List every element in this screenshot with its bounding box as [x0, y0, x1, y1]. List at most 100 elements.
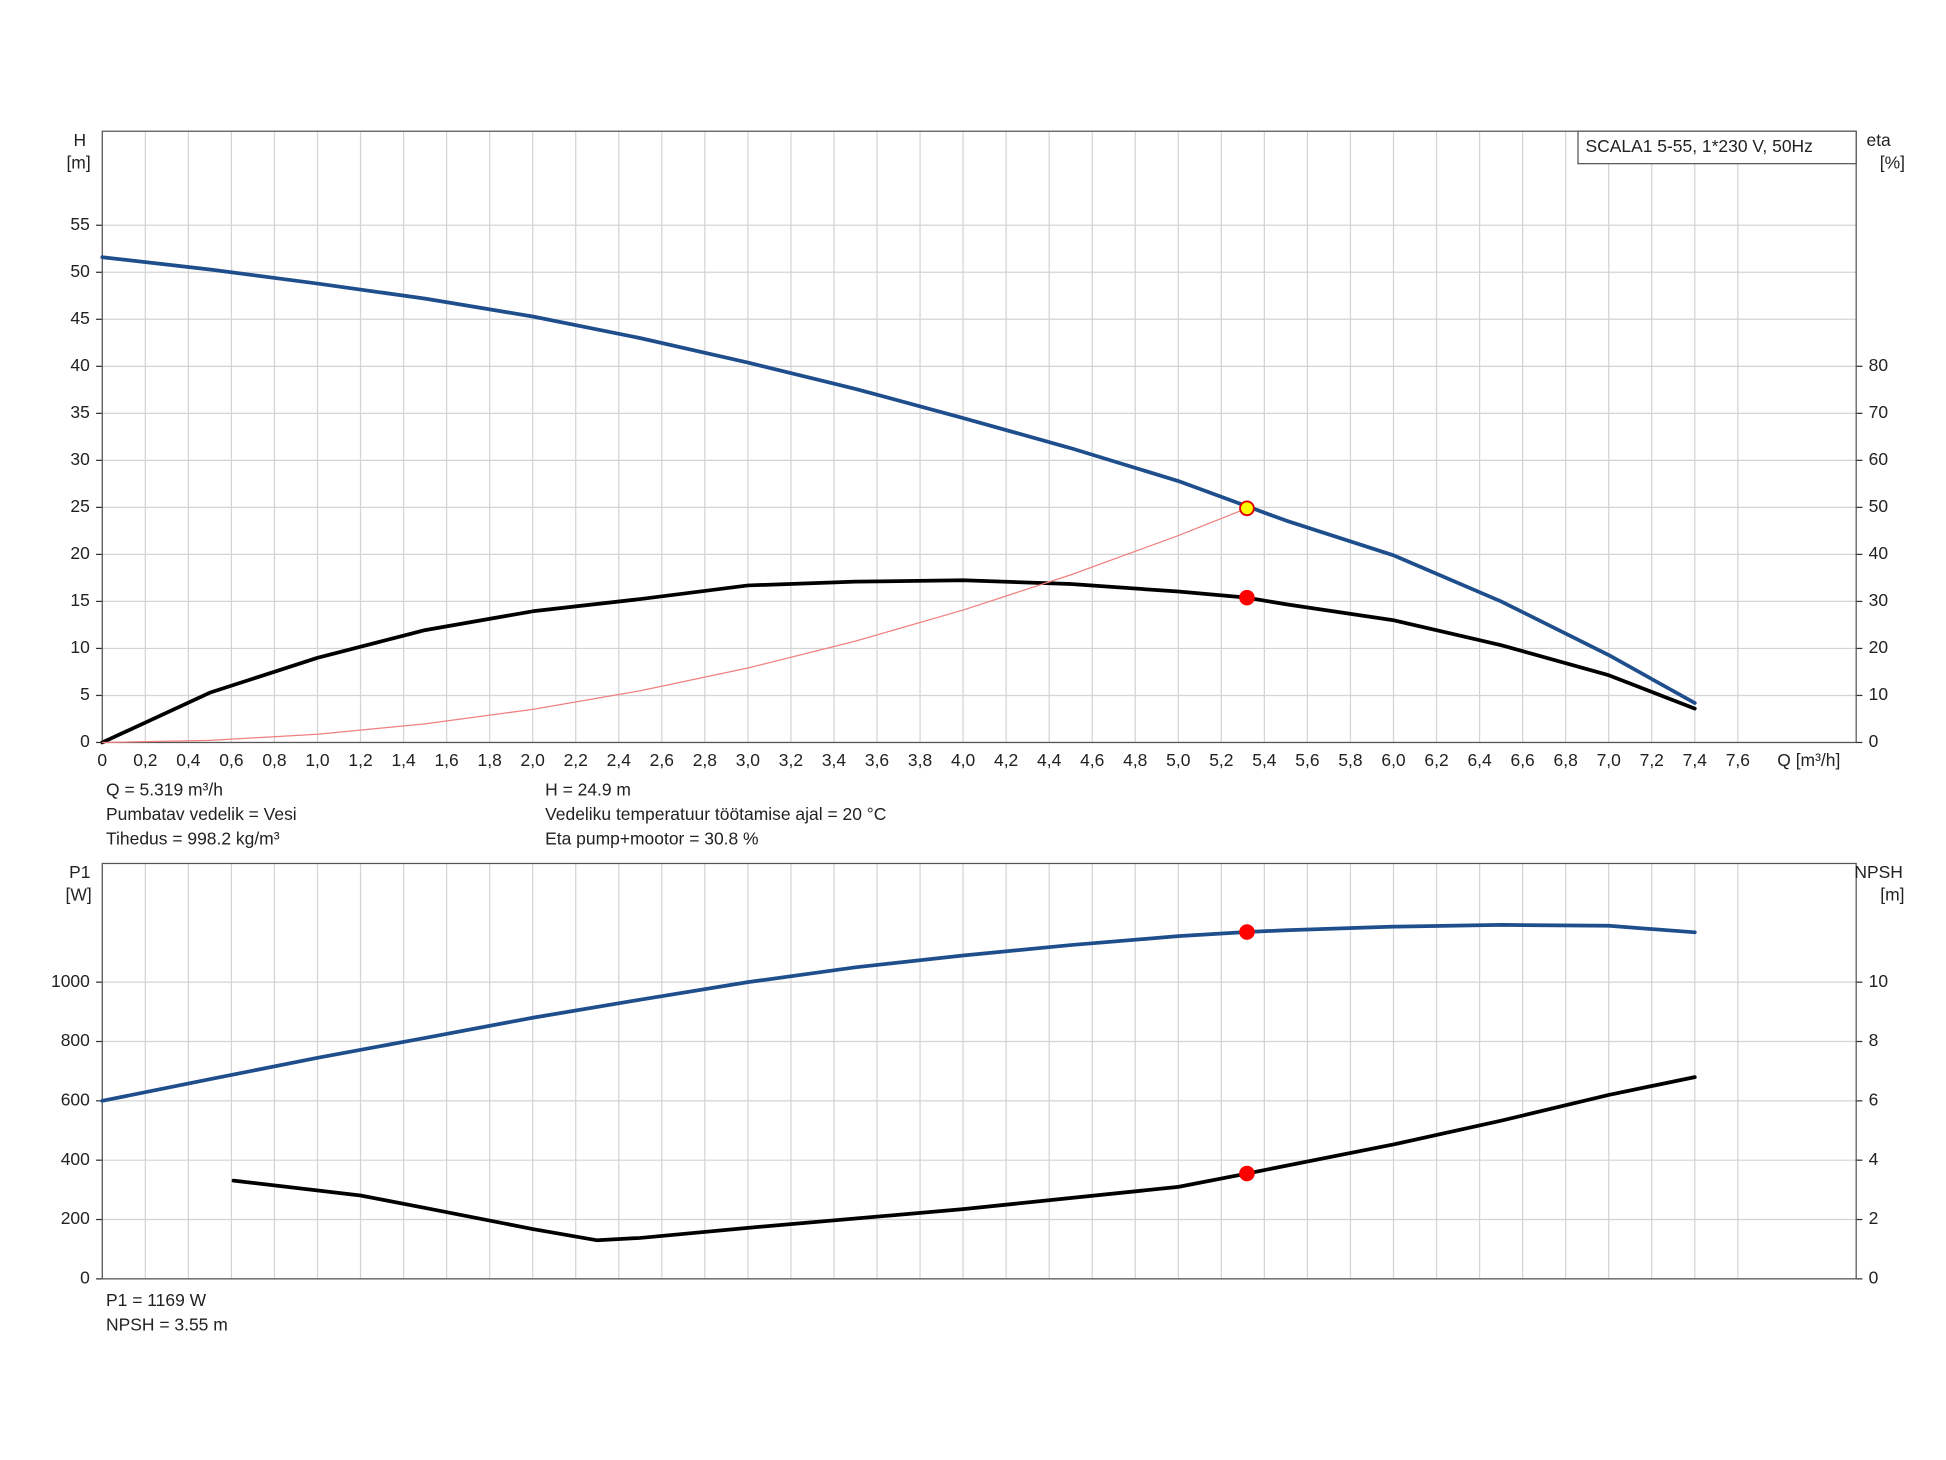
y2-tick-label: 0 [1869, 1267, 1879, 1287]
x-tick-label: 2,8 [693, 750, 717, 770]
x-tick-label: 1,0 [305, 750, 330, 770]
info-text: Vedeliku temperatuur töötamise ajal = 20… [545, 804, 886, 824]
x-tick-label: 3,6 [865, 750, 889, 770]
y-tick-label: 1000 [51, 971, 90, 991]
y-tick-label: 600 [61, 1089, 90, 1109]
y-tick-label: 30 [70, 449, 90, 469]
y-tick-label: 10 [70, 637, 90, 657]
y2-tick-label: 4 [1869, 1149, 1879, 1169]
y-tick-label: 15 [70, 590, 89, 610]
y2-axis-label: NPSH [1854, 862, 1903, 882]
x-tick-label: 2,0 [521, 750, 546, 770]
y-tick-label: 35 [70, 402, 89, 422]
y2-tick-label: 80 [1869, 355, 1889, 375]
y2-tick-label: 6 [1869, 1089, 1879, 1109]
x-tick-label: 7,0 [1597, 750, 1622, 770]
y2-tick-label: 70 [1869, 402, 1889, 422]
curve [101, 507, 1248, 744]
y-tick-label: 200 [61, 1208, 90, 1228]
x-tick-label: 6,4 [1467, 750, 1492, 770]
x-tick-label: 3,8 [908, 750, 932, 770]
x-tick-label: 4,0 [951, 750, 976, 770]
y-tick-label: 20 [70, 543, 90, 563]
operating-point [1239, 924, 1255, 940]
curve [100, 578, 1697, 745]
x-tick-label: 7,2 [1640, 750, 1664, 770]
info-text: Tihedus = 998.2 kg/m³ [106, 828, 280, 848]
x-tick-label: 7,6 [1726, 750, 1750, 770]
x-tick-label: 5,2 [1209, 750, 1233, 770]
x-tick-label: 1,4 [391, 750, 416, 770]
info-text: P1 = 1169 W [106, 1290, 207, 1310]
x-tick-label: 7,4 [1683, 750, 1708, 770]
y2-axis-label: [m] [1880, 885, 1904, 905]
y-tick-label: 400 [61, 1149, 90, 1169]
x-tick-label: 6,8 [1554, 750, 1578, 770]
x-tick-label: 3,0 [736, 750, 761, 770]
y-tick-label: 40 [70, 355, 90, 375]
info-text: Pumbatav vedelik = Vesi [106, 804, 297, 824]
y-tick-label: 0 [80, 731, 90, 751]
x-tick-label: 1,6 [434, 750, 458, 770]
y2-tick-label: 2 [1869, 1208, 1879, 1228]
y2-tick-label: 50 [1869, 496, 1889, 516]
info-text: Q = 5.319 m³/h [106, 780, 223, 800]
curve [231, 1075, 1697, 1243]
y2-tick-label: 10 [1869, 684, 1889, 704]
x-tick-label: 5,0 [1166, 750, 1191, 770]
x-tick-label: 6,6 [1510, 750, 1534, 770]
y-tick-label: 45 [70, 308, 89, 328]
x-tick-label: 0,4 [176, 750, 201, 770]
x-tick-label: 0,2 [133, 750, 157, 770]
y2-tick-label: 8 [1869, 1030, 1879, 1050]
y-axis-label: H [74, 130, 87, 150]
x-tick-label: 2,6 [650, 750, 674, 770]
x-tick-label: 4,6 [1080, 750, 1104, 770]
model-label: SCALA1 5-55, 1*230 V, 50Hz [1585, 136, 1812, 156]
x-tick-label: 4,8 [1123, 750, 1147, 770]
x-tick-label: 2,4 [607, 750, 632, 770]
x-tick-label: 1,8 [478, 750, 502, 770]
y2-tick-label: 0 [1869, 731, 1879, 751]
x-tick-label: 5,8 [1338, 750, 1362, 770]
model-box [1577, 130, 1857, 165]
y-axis-label: [W] [66, 885, 92, 905]
x-tick-label: 2,2 [564, 750, 588, 770]
x-tick-label: 3,4 [822, 750, 847, 770]
info-text: NPSH = 3.55 m [106, 1314, 228, 1334]
x-axis-label: Q [m³/h] [1777, 750, 1840, 770]
x-tick-label: 5,6 [1295, 750, 1319, 770]
y2-tick-label: 60 [1869, 449, 1889, 469]
operating-point [1239, 589, 1255, 606]
x-tick-label: 1,2 [348, 750, 372, 770]
y-tick-label: 25 [70, 496, 89, 516]
y2-tick-label: 40 [1869, 543, 1889, 563]
x-tick-label: 3,2 [779, 750, 803, 770]
info-text: H = 24.9 m [545, 780, 631, 800]
x-tick-label: 6,0 [1381, 750, 1406, 770]
plot-frame [101, 130, 1857, 744]
x-tick-label: 4,2 [994, 750, 1018, 770]
y-tick-label: 55 [70, 214, 89, 234]
x-tick-label: 5,4 [1252, 750, 1277, 770]
curve [100, 255, 1697, 705]
y2-tick-label: 30 [1869, 590, 1889, 610]
x-tick-label: 0,6 [219, 750, 243, 770]
operating-point [1239, 1165, 1255, 1182]
curve [100, 923, 1697, 1103]
y-axis-label: P1 [69, 862, 90, 882]
operating-point [1239, 500, 1255, 517]
y-axis-label: [m] [66, 152, 90, 172]
y-tick-label: 0 [80, 1267, 90, 1287]
y2-axis-label: eta [1867, 130, 1892, 150]
info-text: Eta pump+mootor = 30.8 % [545, 828, 758, 848]
x-tick-label: 0,8 [262, 750, 286, 770]
y2-axis-label: [%] [1880, 152, 1905, 172]
y2-tick-label: 10 [1869, 971, 1889, 991]
x-tick-label: 4,4 [1037, 750, 1062, 770]
y2-tick-label: 20 [1869, 637, 1889, 657]
plot-frame [101, 862, 1857, 1280]
x-tick-label: 0 [97, 750, 107, 770]
y-tick-label: 800 [61, 1030, 90, 1050]
